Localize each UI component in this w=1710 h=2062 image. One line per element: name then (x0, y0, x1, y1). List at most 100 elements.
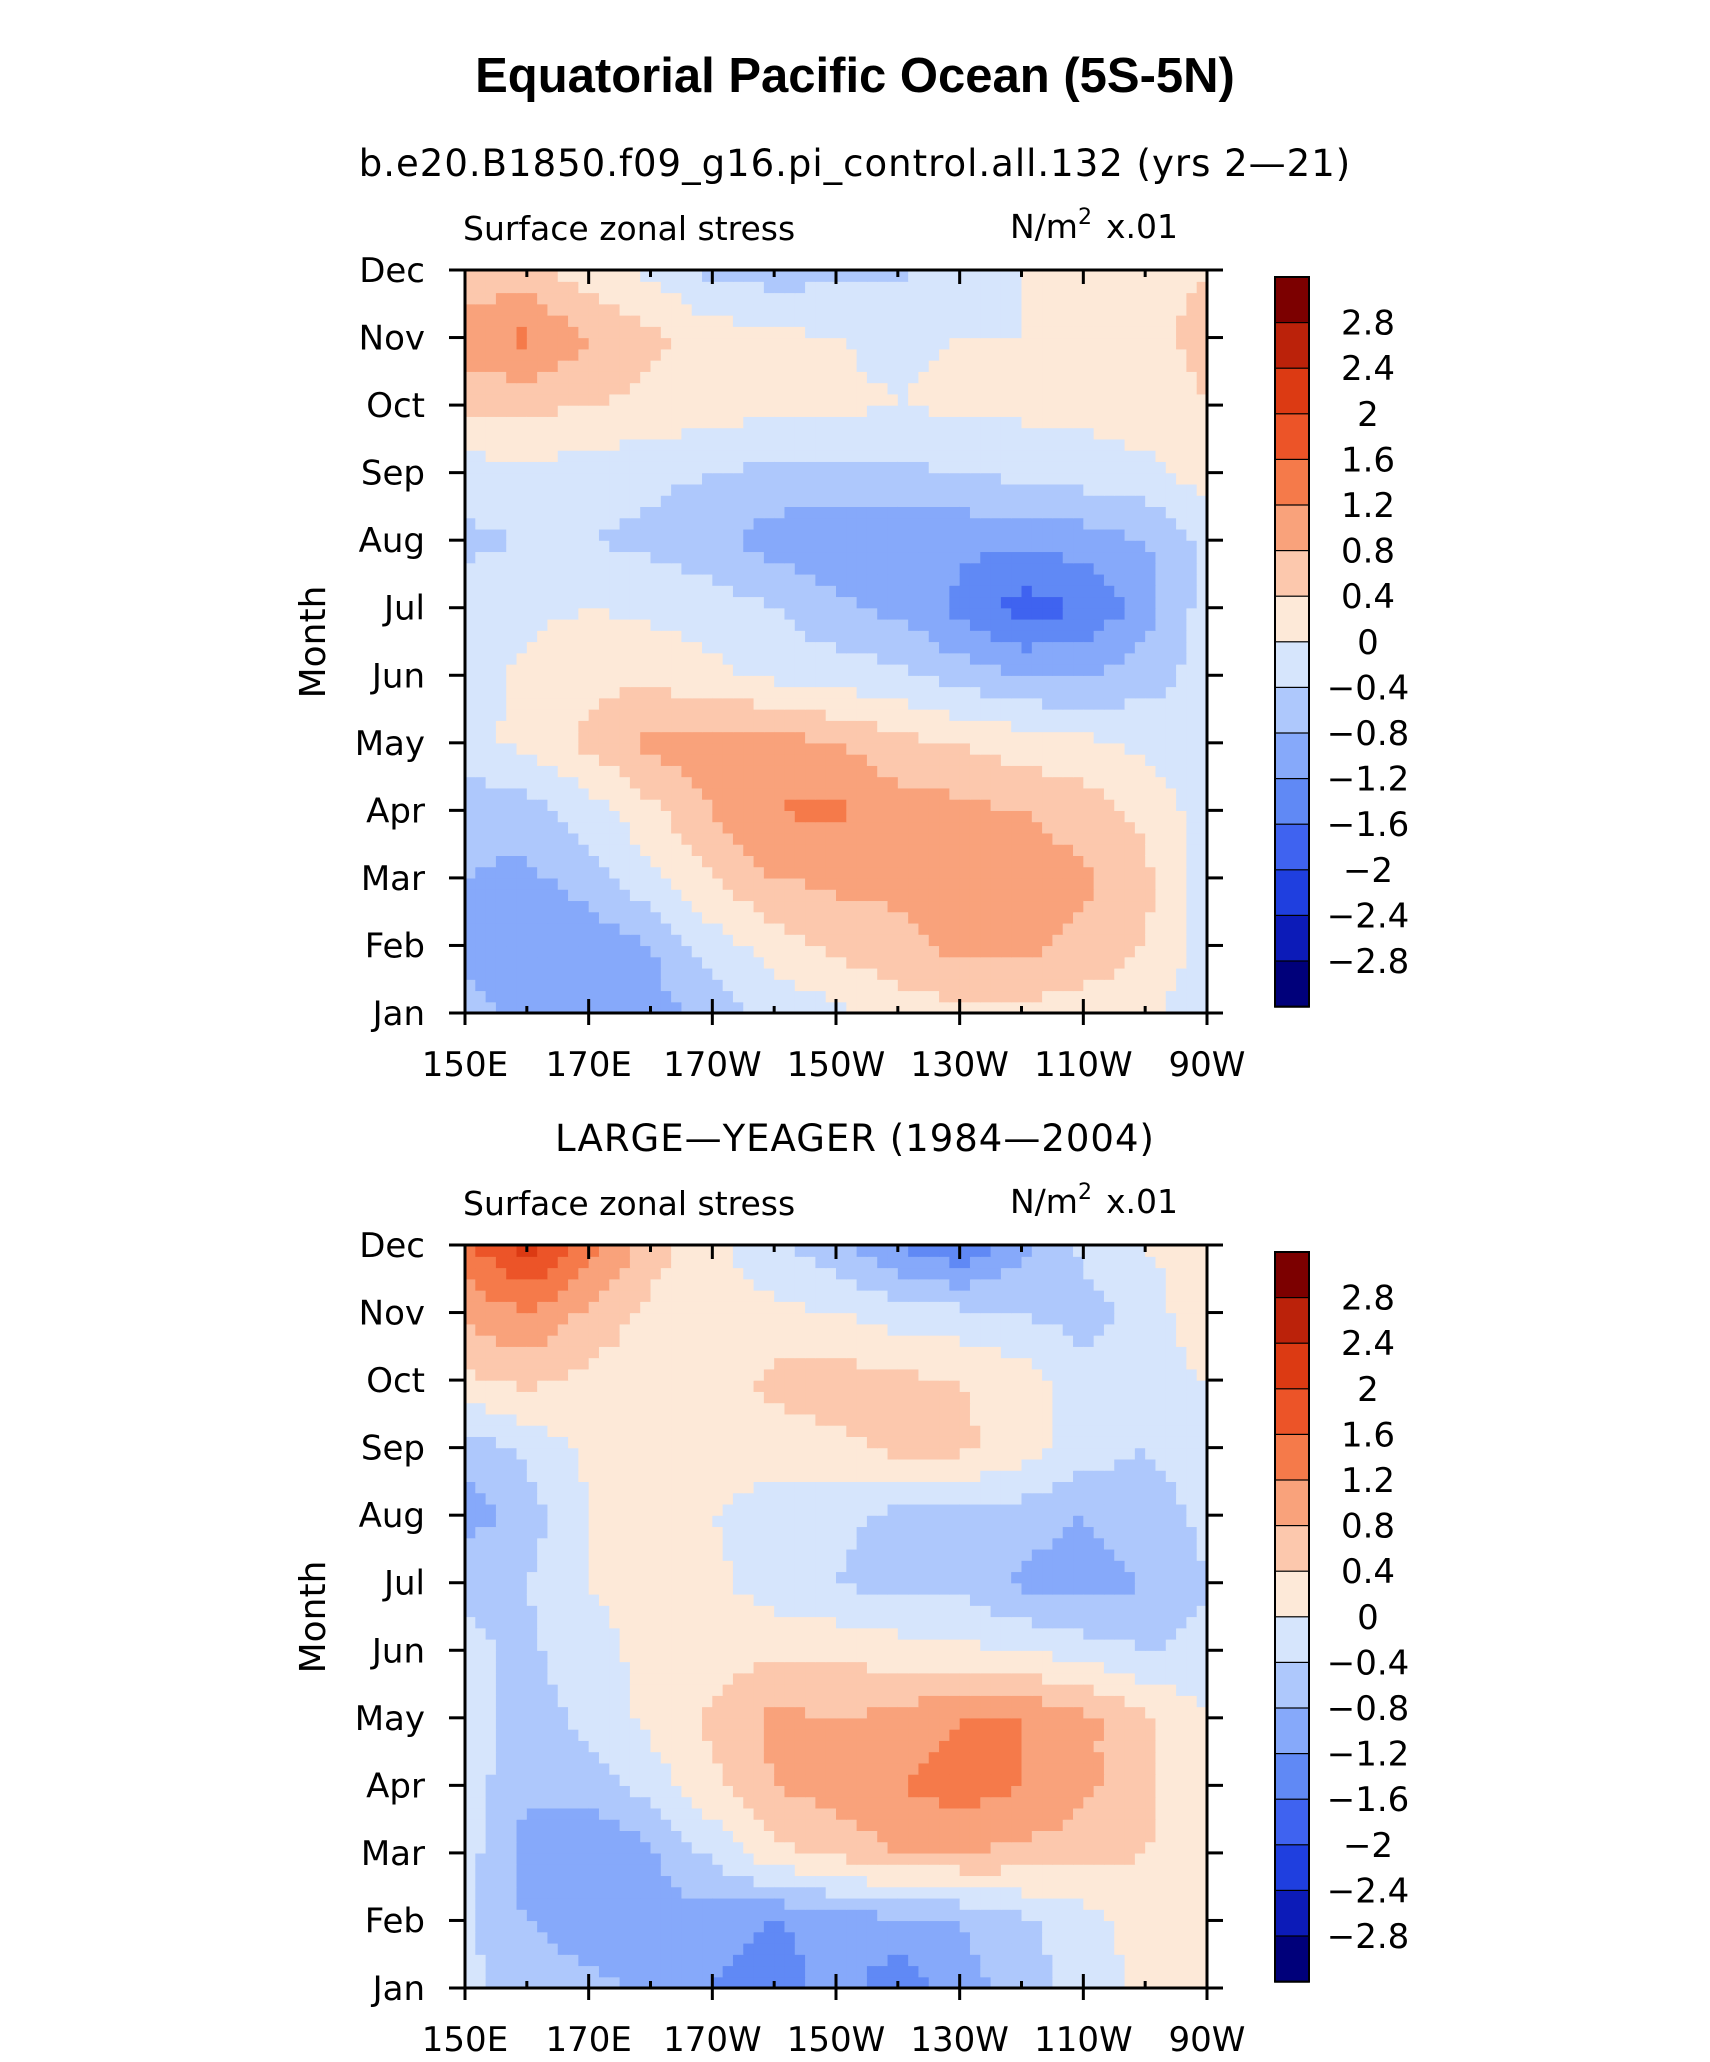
panel-1-heat-cell (1011, 562, 1023, 575)
panel-1-heat-cell (959, 675, 971, 688)
panel-1-heat-cell (526, 967, 538, 980)
panel-1-heat-cell (774, 506, 786, 519)
panel-1-heat-cell (980, 337, 992, 350)
panel-1-heat-cell (557, 844, 569, 856)
panel-1-heat-cell (836, 438, 847, 451)
panel-1-heat-cell (547, 630, 559, 643)
panel-1-heat-cell (1021, 652, 1033, 665)
panel-2-heat-cell (629, 1942, 641, 1955)
panel-1-heat-cell (619, 382, 631, 395)
panel-1-heat-cell (743, 360, 755, 372)
panel-1-heat-cell (629, 607, 641, 620)
panel-1-heat-cell (825, 799, 837, 811)
panel-1-heat-cell (1062, 889, 1074, 902)
panel-1-heat-cell (557, 934, 569, 947)
panel-1-heat-cell (712, 360, 724, 372)
panel-1-heat-cell (877, 776, 889, 789)
panel-1-heat-cell (897, 877, 909, 890)
panel-1-heat-cell (743, 776, 755, 789)
panel-1-heat-cell (671, 371, 683, 384)
panel-1-heat-cell (1093, 416, 1105, 429)
panel-1-heat-cell (794, 821, 806, 834)
panel-1-heat-cell (1124, 348, 1136, 361)
panel-1-heat-cell (1052, 720, 1064, 733)
panel-1-heat-cell (825, 292, 837, 305)
panel-1-heat-cell (465, 450, 476, 462)
panel-1-heat-cell (763, 866, 775, 879)
panel-1-heat-cell (506, 461, 518, 474)
panel-1-heat-cell (1083, 776, 1095, 789)
panel-1-heat-cell (1145, 315, 1157, 327)
panel-1-heat-cell (1093, 315, 1105, 327)
panel-1-heat-cell (969, 551, 981, 564)
panel-1-heat-cell (1042, 787, 1054, 800)
panel-1-heat-cell (815, 664, 827, 676)
panel-1-heat-cell (568, 922, 579, 935)
panel-1-heat-cell (1186, 979, 1198, 992)
panel-1-heat-cell (526, 810, 538, 823)
panel-1-heat-cell (598, 945, 610, 958)
panel-1-heat-cell (475, 326, 487, 339)
panel-1-heat-cell (712, 1001, 724, 1014)
panel-1-heat-cell (660, 742, 672, 755)
panel-1-heat-cell (722, 427, 734, 440)
panel-1-heat-cell (990, 540, 1002, 553)
panel-1-heat-cell (836, 551, 847, 564)
panel-1-heat-cell (702, 472, 713, 485)
panel-1-heat-cell (1073, 405, 1084, 417)
panel-1-heat-cell (866, 540, 878, 553)
panel-1-heat-cell (568, 979, 579, 992)
panel-1-heat-cell (1021, 483, 1033, 496)
panel-2-heat-cell (485, 1931, 497, 1944)
panel-1-heat-cell (619, 1001, 631, 1014)
panel-1-heat-cell (1011, 607, 1023, 620)
panel-1-heat-cell (856, 889, 868, 902)
panel-1-heat-cell (969, 630, 981, 643)
panel-1-heat-cell (836, 540, 847, 553)
panel-1-heat-cell (949, 731, 961, 744)
panel-1-heat-cell (969, 956, 981, 969)
panel-1-heat-cell (784, 551, 796, 564)
panel-1-heat-cell (1134, 956, 1146, 969)
panel-1-heat-cell (815, 483, 827, 496)
panel-1-heat-cell (465, 754, 476, 766)
panel-1-heat-cell (1062, 607, 1074, 620)
panel-1-heat-cell (619, 889, 631, 902)
panel-1-heat-cell (1134, 607, 1146, 620)
panel-1-heat-cell (990, 967, 1002, 980)
panel-1-heat-cell (753, 438, 765, 451)
panel-1-heat-cell (671, 720, 683, 733)
panel-1-heat-cell (619, 821, 631, 834)
panel-1-heat-cell (1042, 540, 1054, 553)
panel-1-heat-cell (681, 866, 693, 879)
panel-1-heat-cell (681, 472, 693, 485)
panel-1-heat-cell (969, 922, 981, 935)
panel-1-heat-cell (619, 866, 631, 879)
panel-1-heat-cell (1073, 900, 1084, 913)
panel-1-heat-cell (629, 461, 641, 474)
panel-1-heat-cell (691, 607, 703, 620)
panel-1-heat-cell (609, 371, 621, 384)
panel-1-heat-cell (506, 607, 518, 620)
panel-1-heat-cell (681, 528, 693, 541)
panel-1-heat-cell (475, 303, 487, 316)
panel-1-heat-cell (702, 1001, 713, 1014)
panel-1-heat-cell (866, 303, 878, 316)
panel-1-heat-cell (918, 664, 930, 676)
panel-1-heat-cell (465, 517, 476, 530)
panel-1-heat-cell (877, 675, 889, 688)
panel-1-heat-cell (526, 731, 538, 744)
panel-1-heat-cell (629, 787, 641, 800)
panel-1-heat-cell (897, 528, 909, 541)
panel-1-heat-cell (908, 281, 920, 294)
panel-1-heat-cell (1042, 315, 1054, 327)
panel-1-x-tick-label: 170W (663, 1045, 762, 1085)
panel-1-heat-cell (1186, 438, 1198, 451)
panel-1-heat-cell (1083, 483, 1095, 496)
panel-1-heat-cell (1145, 528, 1157, 541)
panel-1-heat-cell (640, 641, 652, 654)
panel-1-heat-cell (691, 315, 703, 327)
panel-1-heat-cell (1031, 922, 1043, 935)
panel-1-heat-cell (650, 517, 662, 530)
panel-1-heat-cell (537, 450, 549, 462)
